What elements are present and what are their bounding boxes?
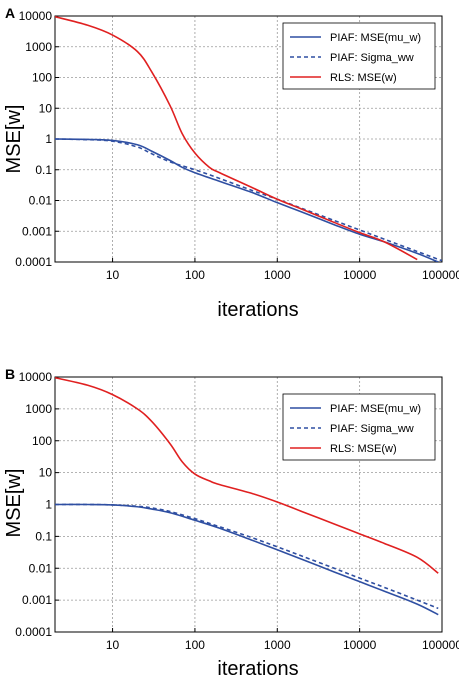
y-tick-label: 10000 xyxy=(19,370,53,384)
panel-label: B xyxy=(5,366,15,382)
legend: PIAF: MSE(mu_w) PIAF: Sigma_ww RLS: MSE(w) xyxy=(282,22,436,90)
x-tick-label: 10 xyxy=(106,638,120,652)
y-axis-label: MSE[w] xyxy=(3,469,25,538)
x-tick-label: 1000 xyxy=(264,638,291,652)
legend-label: PIAF: Sigma_ww xyxy=(330,423,414,435)
y-tick-label: 100 xyxy=(32,71,52,85)
chart-panel-A: A 10 100 1000 10000 100000 10000 1000 100 10 1 0.1 0… xyxy=(3,5,459,321)
legend-label: PIAF: Sigma_ww xyxy=(330,52,414,64)
legend-box xyxy=(282,393,436,461)
chart-panel-B: B 10 100 1000 10000 100000 10000 1000 100 10 1 0.1 0… xyxy=(3,366,459,680)
x-tick-label: 10 xyxy=(106,268,120,282)
legend-box xyxy=(282,22,436,90)
y-tick-label: 100 xyxy=(32,434,52,448)
y-tick-label: 1000 xyxy=(25,40,52,54)
y-tick-label: 1 xyxy=(45,132,52,146)
x-axis-label: iterations xyxy=(217,658,298,680)
series-line-1 xyxy=(55,503,439,610)
y-tick-label: 0.01 xyxy=(29,561,53,575)
y-tick-label: 10000 xyxy=(19,9,53,23)
x-tick-label: 100 xyxy=(185,638,205,652)
series-line-1 xyxy=(55,138,442,262)
y-tick-label: 0.001 xyxy=(22,593,52,607)
y-tick-label: 10 xyxy=(39,466,53,480)
legend-label: PIAF: MSE(mu_w) xyxy=(330,32,421,44)
y-tick-label: 1 xyxy=(45,498,52,512)
panel-label: A xyxy=(5,5,15,21)
x-tick-label: 10000 xyxy=(343,638,377,652)
y-tick-label: 10 xyxy=(39,101,53,115)
y-tick-label: 1000 xyxy=(25,402,52,416)
legend-label: PIAF: MSE(mu_w) xyxy=(330,403,421,415)
series-line-2 xyxy=(55,16,418,261)
y-tick-label: 0.0001 xyxy=(15,625,52,639)
legend-label: RLS: MSE(w) xyxy=(330,443,397,455)
legend: PIAF: MSE(mu_w) PIAF: Sigma_ww RLS: MSE(w) xyxy=(282,393,436,461)
y-axis-label: MSE[w] xyxy=(3,105,25,174)
x-tick-label: 100000 xyxy=(422,638,459,652)
legend-label: RLS: MSE(w) xyxy=(330,72,397,84)
y-tick-label: 0.1 xyxy=(35,529,52,543)
y-tick-label: 0.0001 xyxy=(15,255,52,269)
x-tick-label: 1000 xyxy=(264,268,291,282)
series-line-2 xyxy=(55,377,439,574)
y-tick-label: 0.1 xyxy=(35,163,52,177)
x-tick-label: 10000 xyxy=(343,268,377,282)
x-axis-label: iterations xyxy=(217,299,298,321)
y-tick-label: 0.001 xyxy=(22,224,52,238)
x-tick-label: 100 xyxy=(185,268,205,282)
y-tick-label: 0.01 xyxy=(29,194,53,208)
x-tick-label: 100000 xyxy=(422,268,459,282)
series-line-0 xyxy=(55,138,439,262)
